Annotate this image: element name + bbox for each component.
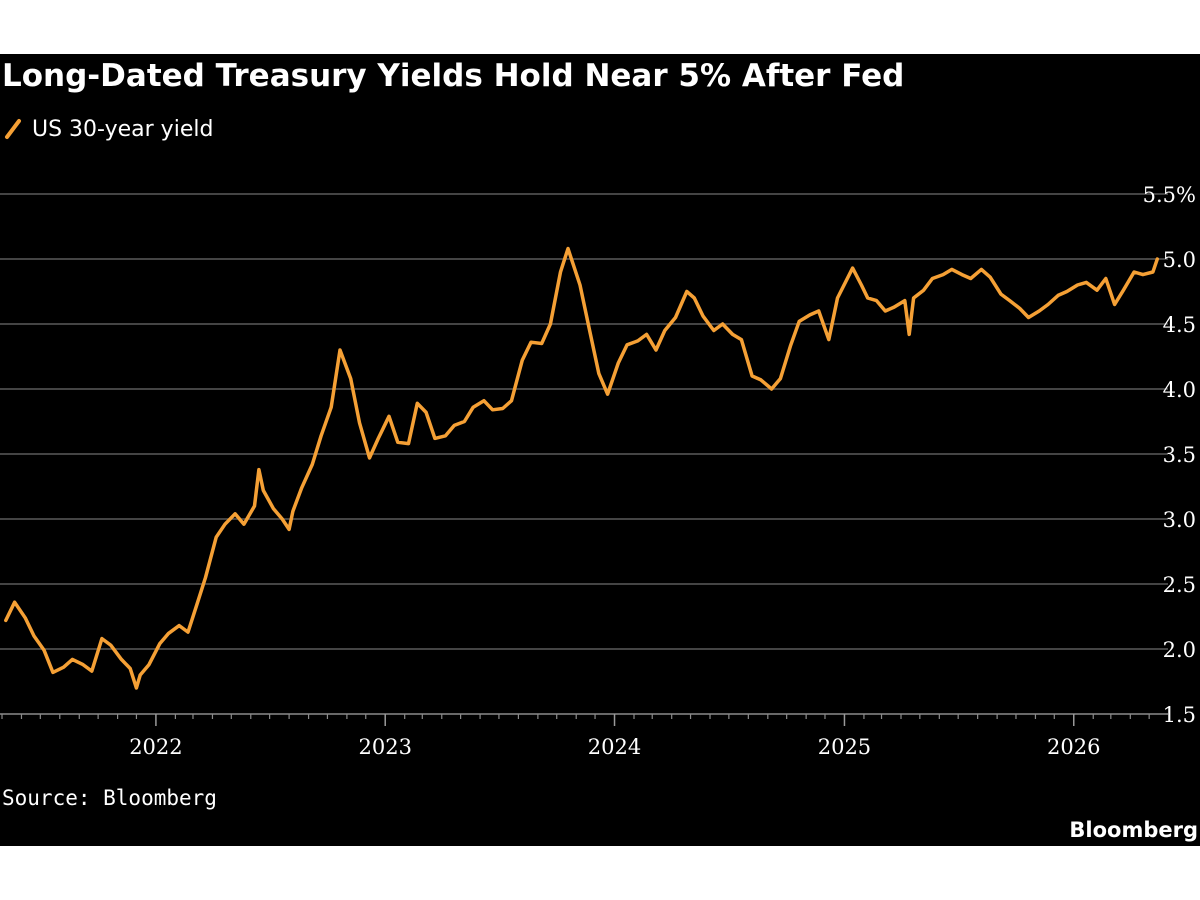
y-tick-label: 2.5 (1163, 573, 1196, 597)
source-note: Source: Bloomberg (2, 786, 217, 810)
y-tick-label: 4.5 (1163, 313, 1196, 337)
y-tick-label: 1.5 (1163, 703, 1196, 727)
legend-swatch (5, 119, 21, 139)
series-line-us-30-year-yield (4, 246, 1160, 690)
x-tick-label: 2022 (129, 735, 182, 759)
legend-label: US 30-year yield (32, 116, 214, 142)
x-tick-label: 2024 (588, 735, 641, 759)
y-tick-label: 3.0 (1163, 508, 1196, 532)
x-tick-label: 2026 (1047, 735, 1100, 759)
y-tick-label: 3.5 (1163, 443, 1196, 467)
x-tick-label: 2025 (818, 735, 871, 759)
y-tick-label: 5.5% (1143, 183, 1196, 207)
x-tick-label: 2023 (358, 735, 411, 759)
chart-plot: 1.5 2.0 2.5 3.0 3.5 4.0 4.5 5.0 5.5% 2022 2023 2024… (0, 183, 1196, 759)
bloomberg-logo: Bloomberg (1069, 818, 1198, 842)
y-tick-label: 2.0 (1163, 638, 1196, 662)
legend: US 30-year yield (4, 116, 213, 142)
chart-panel: Long-Dated Treasury Yields Hold Near 5% … (0, 54, 1200, 846)
y-tick-label: 5.0 (1163, 248, 1196, 272)
y-tick-label: 4.0 (1163, 378, 1196, 402)
chart-title: Long-Dated Treasury Yields Hold Near 5% … (2, 58, 905, 94)
